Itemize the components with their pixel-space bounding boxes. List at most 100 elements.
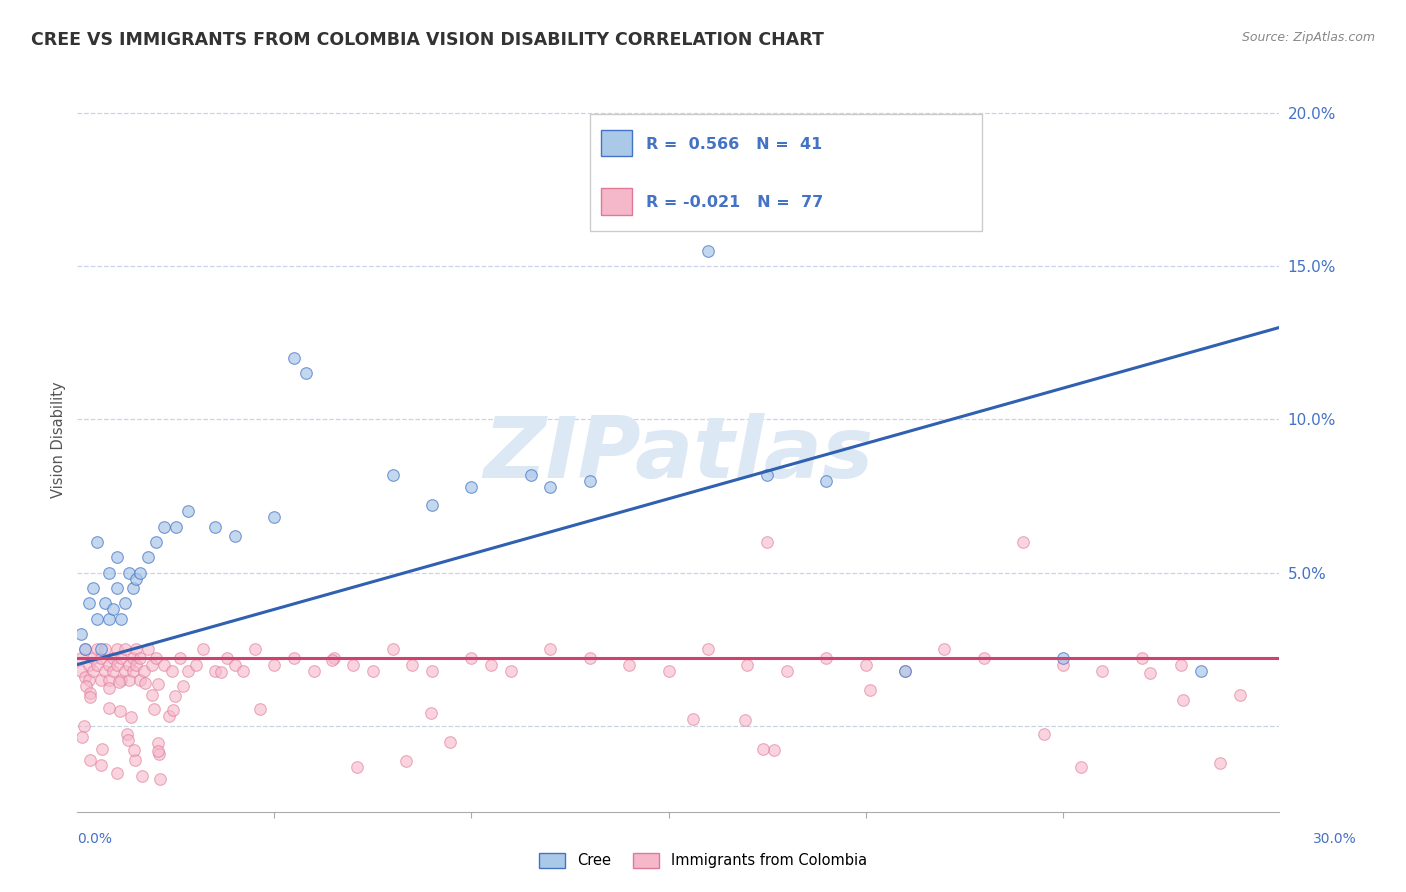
Point — [131, 769, 153, 783]
Point — [499, 664, 522, 678]
Point — [77, 673, 100, 687]
Point — [184, 657, 207, 672]
Point — [97, 612, 120, 626]
Point — [94, 664, 117, 678]
Point — [82, 581, 104, 595]
Point — [145, 535, 167, 549]
Point — [75, 642, 97, 657]
Point — [70, 731, 93, 745]
Point — [97, 673, 120, 687]
Point — [117, 566, 139, 580]
Point — [439, 734, 461, 748]
Point — [70, 651, 93, 665]
Point — [82, 651, 104, 665]
Point — [125, 572, 148, 586]
Point — [105, 550, 128, 565]
Point — [1209, 756, 1232, 770]
Point — [381, 467, 404, 482]
Point — [1189, 664, 1212, 678]
Point — [75, 642, 97, 657]
Point — [97, 566, 120, 580]
Point — [361, 664, 384, 678]
Point — [148, 677, 170, 691]
Point — [815, 474, 838, 488]
Point — [105, 766, 128, 780]
Point — [1070, 760, 1092, 774]
Point — [538, 480, 561, 494]
Point — [121, 664, 143, 678]
Point — [321, 653, 343, 667]
Point — [79, 753, 101, 767]
Point — [395, 754, 418, 768]
Point — [401, 657, 423, 672]
Point — [682, 712, 704, 726]
Point — [134, 676, 156, 690]
Point — [894, 664, 917, 678]
Point — [86, 657, 108, 672]
Point — [110, 612, 132, 626]
Point — [73, 718, 96, 732]
Text: R =  0.566   N =  41: R = 0.566 N = 41 — [647, 137, 823, 152]
Point — [578, 651, 600, 665]
Text: 30.0%: 30.0% — [1313, 832, 1357, 846]
Point — [136, 550, 159, 565]
Point — [381, 642, 404, 657]
Point — [86, 642, 108, 657]
Point — [145, 651, 167, 665]
Point — [129, 651, 152, 665]
Point — [153, 519, 176, 533]
Point — [657, 664, 679, 678]
Point — [97, 701, 120, 715]
Point — [460, 651, 482, 665]
Point — [134, 664, 156, 678]
Point — [143, 701, 166, 715]
Point — [125, 642, 148, 657]
Point — [752, 742, 775, 756]
Text: ZIPatlas: ZIPatlas — [484, 413, 873, 496]
Point — [90, 642, 112, 657]
Point — [176, 504, 198, 518]
Point — [283, 651, 305, 665]
Y-axis label: Vision Disability: Vision Disability — [51, 381, 66, 498]
Point — [101, 651, 124, 665]
Point — [460, 480, 482, 494]
Point — [160, 664, 183, 678]
Point — [1012, 535, 1035, 549]
Point — [263, 510, 285, 524]
Text: Source: ZipAtlas.com: Source: ZipAtlas.com — [1241, 31, 1375, 45]
Point — [86, 612, 108, 626]
Point — [148, 747, 170, 762]
Point — [232, 664, 254, 678]
Point — [578, 474, 600, 488]
Point — [263, 657, 285, 672]
Point — [77, 657, 100, 672]
Point — [101, 602, 124, 616]
Point — [117, 727, 139, 741]
Point — [94, 642, 117, 657]
Point — [193, 642, 215, 657]
Point — [70, 664, 93, 678]
Point — [420, 664, 443, 678]
Point — [90, 757, 112, 772]
Point — [136, 642, 159, 657]
Point — [114, 664, 136, 678]
Point — [94, 596, 117, 610]
Point — [117, 732, 139, 747]
Point — [1229, 688, 1251, 702]
Point — [859, 683, 882, 698]
Point — [86, 535, 108, 549]
Point — [302, 664, 325, 678]
Point — [70, 627, 93, 641]
Point — [249, 702, 271, 716]
Point — [283, 351, 305, 365]
Point — [176, 664, 198, 678]
Point — [204, 519, 226, 533]
Point — [815, 651, 838, 665]
Point — [129, 566, 152, 580]
Point — [697, 642, 720, 657]
Point — [97, 657, 120, 672]
Point — [1052, 657, 1074, 672]
Point — [1052, 651, 1074, 665]
Point — [121, 581, 143, 595]
Point — [79, 690, 101, 705]
